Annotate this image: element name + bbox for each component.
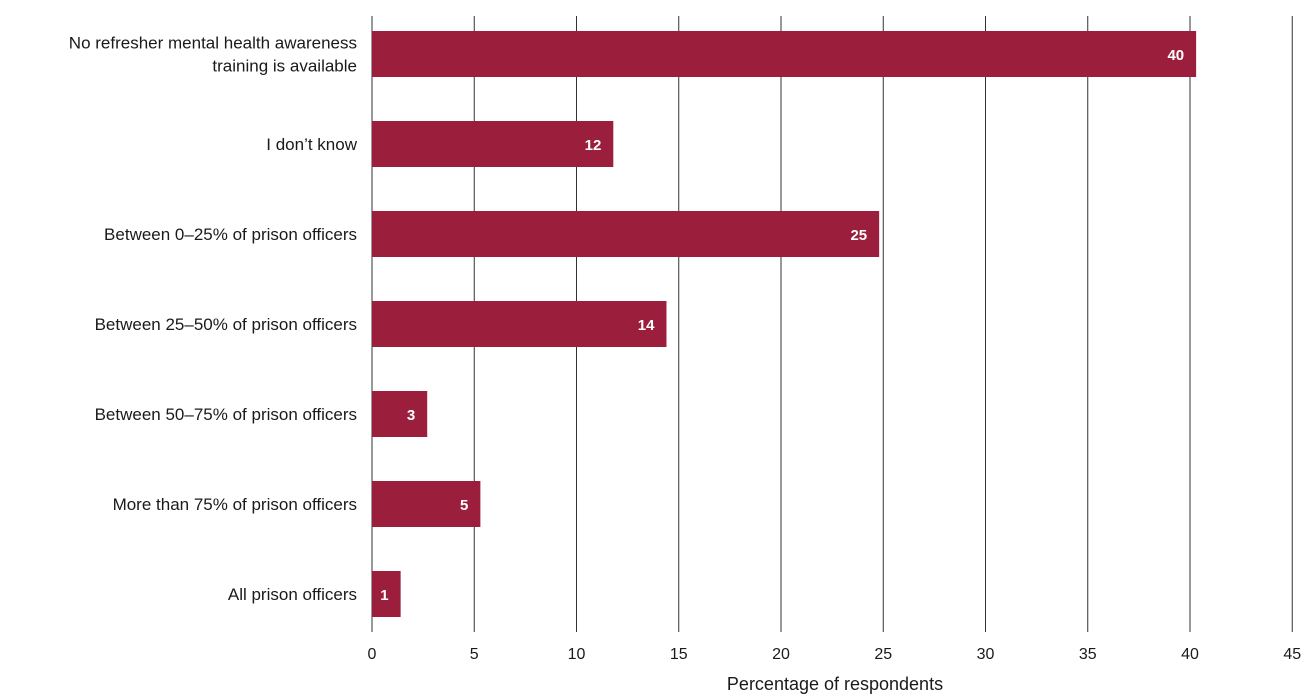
x-tick-label: 45: [1283, 646, 1301, 663]
gridlines: [371, 16, 1293, 632]
category-label-line: training is available: [212, 57, 357, 76]
category-label: I don’t know: [266, 135, 357, 154]
bar: [372, 391, 428, 437]
x-tick-label: 5: [470, 646, 479, 663]
bar-value-label: 25: [850, 227, 867, 244]
category-label-line: No refresher mental health awareness: [69, 34, 357, 53]
bars: 40 12 25 14 3 5 1: [372, 31, 1197, 617]
x-tick-labels: 0 5 10 15 20 25 30 35 40 45: [368, 646, 1302, 663]
category-label: Between 50–75% of prison officers: [95, 405, 357, 424]
bar-value-label: 3: [407, 407, 415, 424]
x-tick-label: 35: [1079, 646, 1097, 663]
category-label-line: I don’t know: [266, 135, 357, 154]
bar: [372, 121, 614, 167]
bar: [372, 211, 880, 257]
bar-value-label: 5: [460, 497, 468, 514]
category-label: Between 0–25% of prison officers: [104, 225, 357, 244]
category-labels: No refresher mental health awareness trai…: [69, 34, 358, 605]
bar: [372, 301, 667, 347]
bar-value-label: 14: [638, 317, 655, 334]
bar: [372, 31, 1197, 77]
category-label: More than 75% of prison officers: [113, 495, 357, 514]
bar-value-label: 1: [380, 587, 388, 604]
x-tick-label: 20: [772, 646, 790, 663]
category-label-line: Between 25–50% of prison officers: [95, 315, 357, 334]
x-axis-title: Percentage of respondents: [727, 674, 943, 694]
category-label: All prison officers: [228, 585, 357, 604]
x-tick-label: 0: [368, 646, 377, 663]
bar: [372, 481, 481, 527]
category-label: No refresher mental health awareness trai…: [69, 34, 357, 76]
bar-value-label: 40: [1167, 47, 1184, 64]
category-label-line: All prison officers: [228, 585, 357, 604]
bar-value-label: 12: [585, 137, 602, 154]
x-tick-label: 40: [1181, 646, 1199, 663]
category-label-line: More than 75% of prison officers: [113, 495, 357, 514]
x-tick-label: 30: [977, 646, 995, 663]
bar: [372, 571, 401, 617]
category-label-line: Between 50–75% of prison officers: [95, 405, 357, 424]
x-tick-label: 15: [670, 646, 688, 663]
x-tick-label: 10: [568, 646, 586, 663]
x-tick-label: 25: [874, 646, 892, 663]
category-label-line: Between 0–25% of prison officers: [104, 225, 357, 244]
category-label: Between 25–50% of prison officers: [95, 315, 357, 334]
